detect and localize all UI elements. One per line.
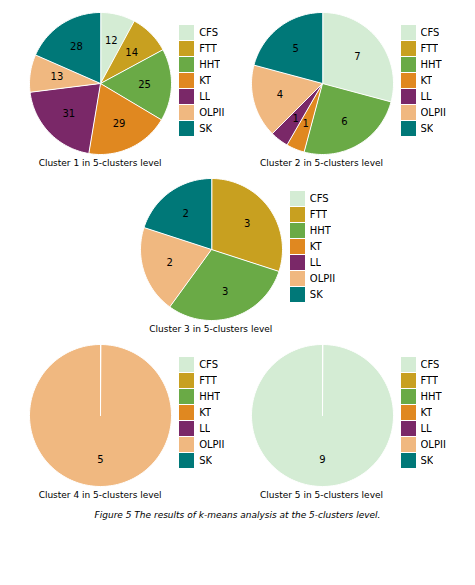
html-text:Cluster 4 in 5-clusters level: Cluster 4 in 5-clusters level	[38, 490, 162, 500]
svg-text:6: 6	[341, 116, 347, 127]
html-text:SK: SK	[199, 454, 212, 466]
html-text:SK: SK	[420, 122, 434, 134]
html-text:SK: SK	[420, 454, 434, 466]
svg-text:9: 9	[319, 454, 325, 465]
html-text:HHT: HHT	[420, 58, 442, 70]
svg-text:3: 3	[222, 286, 228, 297]
html-text:LL: LL	[199, 422, 211, 434]
svg-text:1: 1	[302, 118, 308, 129]
svg-text:31: 31	[62, 108, 75, 119]
html-text:OLPII: OLPII	[199, 438, 225, 450]
html-text:FTT: FTT	[309, 208, 328, 220]
html-text:SK: SK	[309, 288, 323, 300]
html-text:FTT: FTT	[199, 42, 217, 54]
html-text:Cluster 1 in 5-clusters level: Cluster 1 in 5-clusters level	[38, 158, 162, 168]
html-text:KT: KT	[309, 240, 322, 252]
html-text:KT: KT	[420, 74, 433, 86]
svg-text:2: 2	[182, 208, 188, 219]
html-text:LL: LL	[420, 90, 432, 102]
html-text:OLPII: OLPII	[199, 106, 225, 118]
html-text:OLPII: OLPII	[420, 438, 446, 450]
svg-text:3: 3	[244, 218, 250, 229]
html-text:CFS: CFS	[199, 26, 218, 38]
html-text:KT: KT	[420, 406, 433, 418]
html-text:Cluster 5 in 5-clusters level: Cluster 5 in 5-clusters level	[260, 490, 383, 500]
html-text:SK: SK	[199, 122, 212, 134]
svg-text:4: 4	[276, 89, 282, 100]
html-text:OLPII: OLPII	[420, 106, 446, 118]
html-text:HHT: HHT	[199, 390, 221, 402]
svg-text:29: 29	[113, 118, 126, 129]
html-text:HHT: HHT	[309, 224, 331, 236]
html-text:HHT: HHT	[199, 58, 221, 70]
html-text:Figure 5 The results of k-mean: Figure 5 The results of k-means analysis…	[94, 510, 381, 520]
svg-text:1: 1	[292, 113, 298, 124]
html-text:HHT: HHT	[420, 390, 442, 402]
svg-text:5: 5	[97, 454, 103, 465]
html-text:LL: LL	[199, 90, 211, 102]
html-text:OLPII: OLPII	[309, 272, 336, 284]
html-text:Cluster 2 in 5-clusters level: Cluster 2 in 5-clusters level	[260, 158, 383, 168]
svg-text:25: 25	[138, 79, 151, 90]
html-text:KT: KT	[199, 406, 211, 418]
html-text:LL: LL	[420, 422, 432, 434]
html-text:FTT: FTT	[420, 374, 439, 386]
svg-text:5: 5	[292, 43, 298, 54]
html-text:CFS: CFS	[199, 358, 218, 370]
svg-text:12: 12	[105, 35, 118, 46]
svg-text:13: 13	[51, 71, 64, 82]
html-text:Cluster 3 in 5-clusters level: Cluster 3 in 5-clusters level	[149, 324, 273, 334]
html-text:FTT: FTT	[420, 42, 439, 54]
html-text:CFS: CFS	[309, 192, 329, 204]
html-text:LL: LL	[309, 256, 321, 268]
html-text:KT: KT	[199, 74, 211, 86]
svg-text:7: 7	[354, 51, 360, 62]
svg-text:2: 2	[166, 257, 172, 268]
html-text:CFS: CFS	[420, 26, 440, 38]
svg-text:28: 28	[70, 41, 83, 52]
html-text:CFS: CFS	[420, 358, 440, 370]
svg-text:14: 14	[125, 47, 138, 58]
html-text:FTT: FTT	[199, 374, 217, 386]
